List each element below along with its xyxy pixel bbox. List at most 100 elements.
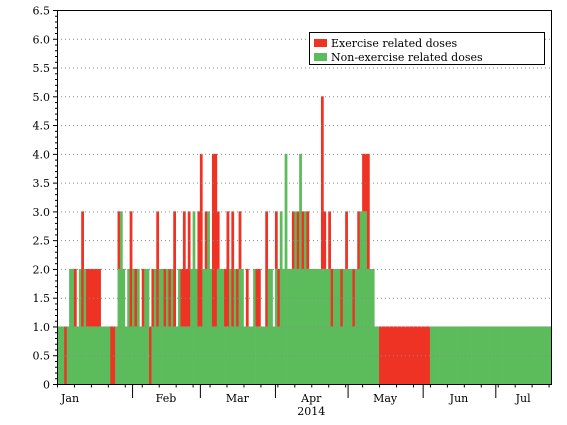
bar-exercise — [129, 211, 133, 327]
bar-non-exercise — [185, 326, 189, 384]
bar-non-exercise — [241, 268, 244, 384]
bar-non-exercise — [134, 326, 138, 384]
bar-exercise — [151, 268, 155, 327]
bar-non-exercise — [478, 326, 482, 384]
bar-non-exercise — [245, 326, 249, 384]
bar-non-exercise — [207, 211, 210, 384]
bar-non-exercise — [255, 326, 259, 384]
bar-non-exercise — [517, 326, 520, 384]
bar-non-exercise — [253, 268, 256, 384]
bar-exercise — [216, 211, 220, 269]
bar-exercise — [352, 268, 356, 327]
bar-non-exercise — [306, 268, 310, 384]
bar-non-exercise — [103, 326, 106, 384]
legend-label-non-exercise: Non-exercise related doses — [331, 51, 483, 64]
bar-exercise — [224, 268, 227, 327]
legend-label-exercise: Exercise related doses — [331, 37, 457, 50]
bar-non-exercise — [178, 268, 181, 384]
bar-exercise — [214, 153, 218, 327]
bar-non-exercise — [294, 211, 298, 384]
bar-non-exercise — [197, 326, 201, 384]
bar-non-exercise — [158, 268, 162, 384]
bar-non-exercise — [195, 268, 198, 384]
bar-exercise — [245, 268, 249, 327]
bar-exercise — [357, 211, 361, 269]
bar-non-exercise — [366, 268, 370, 384]
bar-non-exercise — [333, 268, 336, 384]
bar-exercise — [73, 268, 77, 327]
bar-exercise — [345, 211, 348, 269]
bar-non-exercise — [161, 268, 164, 384]
bar-non-exercise — [345, 268, 348, 384]
bar-non-exercise — [492, 326, 496, 384]
plot-frame — [57, 10, 552, 385]
bar-exercise — [415, 326, 419, 384]
bar-exercise — [405, 326, 409, 384]
bar-non-exercise — [277, 326, 281, 384]
bar-non-exercise — [173, 326, 177, 384]
bar-non-exercise — [81, 326, 84, 384]
bar-non-exercise — [429, 326, 433, 384]
bar-non-exercise — [262, 326, 266, 384]
bar-exercise — [168, 268, 172, 327]
bar-non-exercise — [299, 153, 302, 384]
bar-non-exercise — [342, 268, 346, 384]
bar-non-exercise — [362, 211, 365, 384]
bar-exercise — [323, 211, 327, 269]
bar-non-exercise — [466, 326, 470, 384]
y-axis: 0 0.5 1.0 1.5 2.0 2.5 3.0 3.5 4.0 4.5 5.0 5.5 6.0 6.5 — [33, 5, 58, 392]
bar-exercise — [238, 211, 242, 269]
bar-non-exercise — [204, 268, 208, 384]
bar-exercise — [86, 268, 89, 327]
x-tick-label: Jun — [449, 392, 469, 405]
bar-non-exercise — [93, 326, 97, 384]
bar-exercise — [379, 326, 382, 384]
bar-non-exercise — [73, 326, 77, 384]
bar-non-exercise — [473, 326, 477, 384]
bar-exercise — [422, 326, 426, 384]
bar-non-exercise — [243, 326, 247, 384]
bar-exercise — [412, 326, 416, 384]
bar-exercise — [274, 211, 278, 269]
bar-non-exercise — [90, 326, 94, 384]
bar-non-exercise — [231, 326, 235, 384]
bar-non-exercise — [534, 326, 537, 384]
bar-non-exercise — [284, 153, 288, 384]
bar-non-exercise — [514, 326, 518, 384]
bar-non-exercise — [461, 326, 465, 384]
bar-non-exercise — [105, 326, 109, 384]
bar-non-exercise — [282, 268, 285, 384]
bar-non-exercise — [57, 326, 60, 384]
bar-exercise — [388, 326, 392, 384]
bar-non-exercise — [274, 268, 278, 384]
bar-exercise — [226, 211, 230, 327]
year-label: 2014 — [297, 405, 325, 418]
bar-non-exercise — [71, 268, 75, 384]
bar-exercise — [362, 153, 365, 212]
bar-non-exercise — [182, 326, 186, 384]
bar-non-exercise — [124, 326, 128, 384]
bar-non-exercise — [308, 268, 312, 384]
bar-exercise — [90, 268, 94, 327]
y-tick-label: 0 — [43, 379, 50, 392]
bar-non-exercise — [454, 326, 457, 384]
bar-exercise — [182, 211, 186, 327]
bar-non-exercise — [86, 326, 89, 384]
bar-non-exercise — [347, 268, 351, 384]
bar-non-exercise — [117, 268, 121, 384]
bar-non-exercise — [434, 326, 438, 384]
bar-exercise — [95, 268, 99, 327]
bar-exercise — [197, 211, 201, 327]
bar-non-exercise — [521, 326, 525, 384]
bar-exercise — [330, 268, 334, 327]
bar-non-exercise — [66, 326, 70, 384]
bar-non-exercise — [357, 268, 361, 384]
bar-non-exercise — [141, 326, 145, 384]
bar-non-exercise — [350, 268, 353, 384]
bar-non-exercise — [190, 268, 193, 384]
bar-non-exercise — [139, 326, 143, 384]
y-tick-label: 6.5 — [33, 5, 51, 18]
bar-exercise — [366, 153, 370, 269]
bar-non-exercise — [226, 326, 230, 384]
x-axis: Jan Feb Mar Apr May Jun Jul — [57, 384, 550, 405]
